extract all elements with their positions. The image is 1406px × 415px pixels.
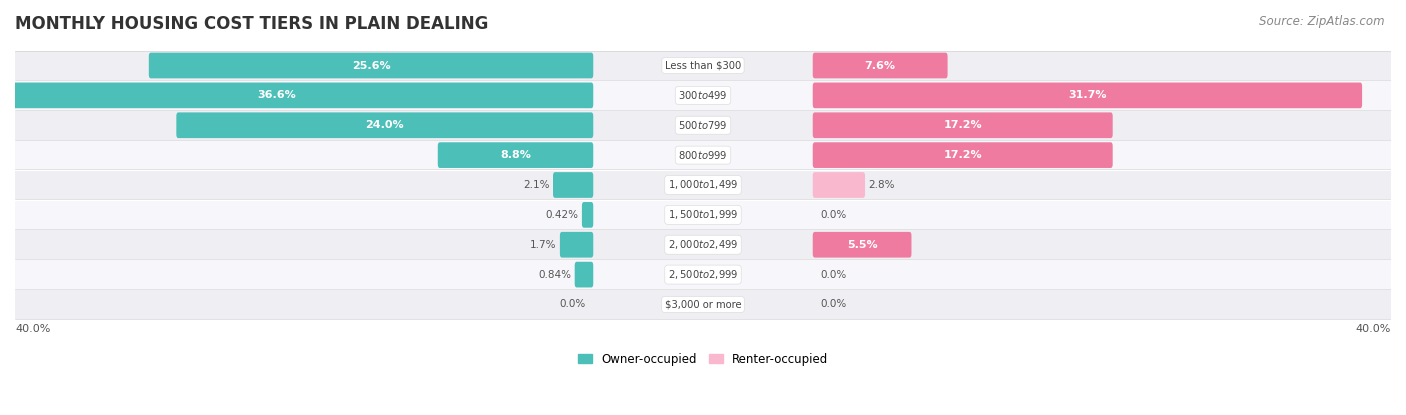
- FancyBboxPatch shape: [149, 53, 593, 78]
- Text: 0.0%: 0.0%: [820, 210, 846, 220]
- Text: MONTHLY HOUSING COST TIERS IN PLAIN DEALING: MONTHLY HOUSING COST TIERS IN PLAIN DEAL…: [15, 15, 488, 33]
- FancyBboxPatch shape: [813, 232, 911, 258]
- Text: 5.5%: 5.5%: [846, 240, 877, 250]
- Bar: [15, 171, 1391, 199]
- Text: 2.8%: 2.8%: [868, 180, 894, 190]
- FancyBboxPatch shape: [0, 83, 593, 108]
- Legend: Owner-occupied, Renter-occupied: Owner-occupied, Renter-occupied: [572, 348, 834, 370]
- Text: 36.6%: 36.6%: [257, 90, 295, 100]
- Text: Less than $300: Less than $300: [665, 61, 741, 71]
- FancyBboxPatch shape: [553, 172, 593, 198]
- Bar: [15, 260, 1391, 289]
- Bar: [15, 141, 1391, 169]
- Text: Source: ZipAtlas.com: Source: ZipAtlas.com: [1260, 15, 1385, 27]
- FancyBboxPatch shape: [813, 142, 1112, 168]
- FancyBboxPatch shape: [437, 142, 593, 168]
- Text: 40.0%: 40.0%: [1355, 324, 1391, 334]
- Text: 2.1%: 2.1%: [523, 180, 550, 190]
- FancyBboxPatch shape: [176, 112, 593, 138]
- Text: 0.0%: 0.0%: [820, 300, 846, 310]
- Text: $1,500 to $1,999: $1,500 to $1,999: [668, 208, 738, 221]
- Text: $300 to $499: $300 to $499: [678, 89, 728, 101]
- Bar: [15, 111, 1391, 139]
- Text: 7.6%: 7.6%: [865, 61, 896, 71]
- FancyBboxPatch shape: [813, 172, 865, 198]
- Text: $2,000 to $2,499: $2,000 to $2,499: [668, 238, 738, 251]
- FancyBboxPatch shape: [575, 262, 593, 288]
- Text: 0.0%: 0.0%: [820, 270, 846, 280]
- Text: 17.2%: 17.2%: [943, 120, 981, 130]
- Bar: [15, 81, 1391, 110]
- FancyBboxPatch shape: [560, 232, 593, 258]
- Bar: [15, 200, 1391, 229]
- FancyBboxPatch shape: [813, 112, 1112, 138]
- Text: $1,000 to $1,499: $1,000 to $1,499: [668, 178, 738, 191]
- Text: 31.7%: 31.7%: [1069, 90, 1107, 100]
- Text: 40.0%: 40.0%: [15, 324, 51, 334]
- Bar: [15, 230, 1391, 259]
- Text: $800 to $999: $800 to $999: [678, 149, 728, 161]
- Bar: [15, 51, 1391, 80]
- Text: 25.6%: 25.6%: [352, 61, 391, 71]
- Text: 0.84%: 0.84%: [538, 270, 572, 280]
- Text: $500 to $799: $500 to $799: [678, 119, 728, 131]
- Text: $2,500 to $2,999: $2,500 to $2,999: [668, 268, 738, 281]
- Bar: [15, 290, 1391, 319]
- Text: 8.8%: 8.8%: [501, 150, 531, 160]
- Text: 1.7%: 1.7%: [530, 240, 557, 250]
- Text: $3,000 or more: $3,000 or more: [665, 300, 741, 310]
- Text: 24.0%: 24.0%: [366, 120, 404, 130]
- Text: 0.42%: 0.42%: [546, 210, 579, 220]
- FancyBboxPatch shape: [813, 83, 1362, 108]
- FancyBboxPatch shape: [582, 202, 593, 228]
- Text: 17.2%: 17.2%: [943, 150, 981, 160]
- FancyBboxPatch shape: [813, 53, 948, 78]
- Text: 0.0%: 0.0%: [560, 300, 586, 310]
